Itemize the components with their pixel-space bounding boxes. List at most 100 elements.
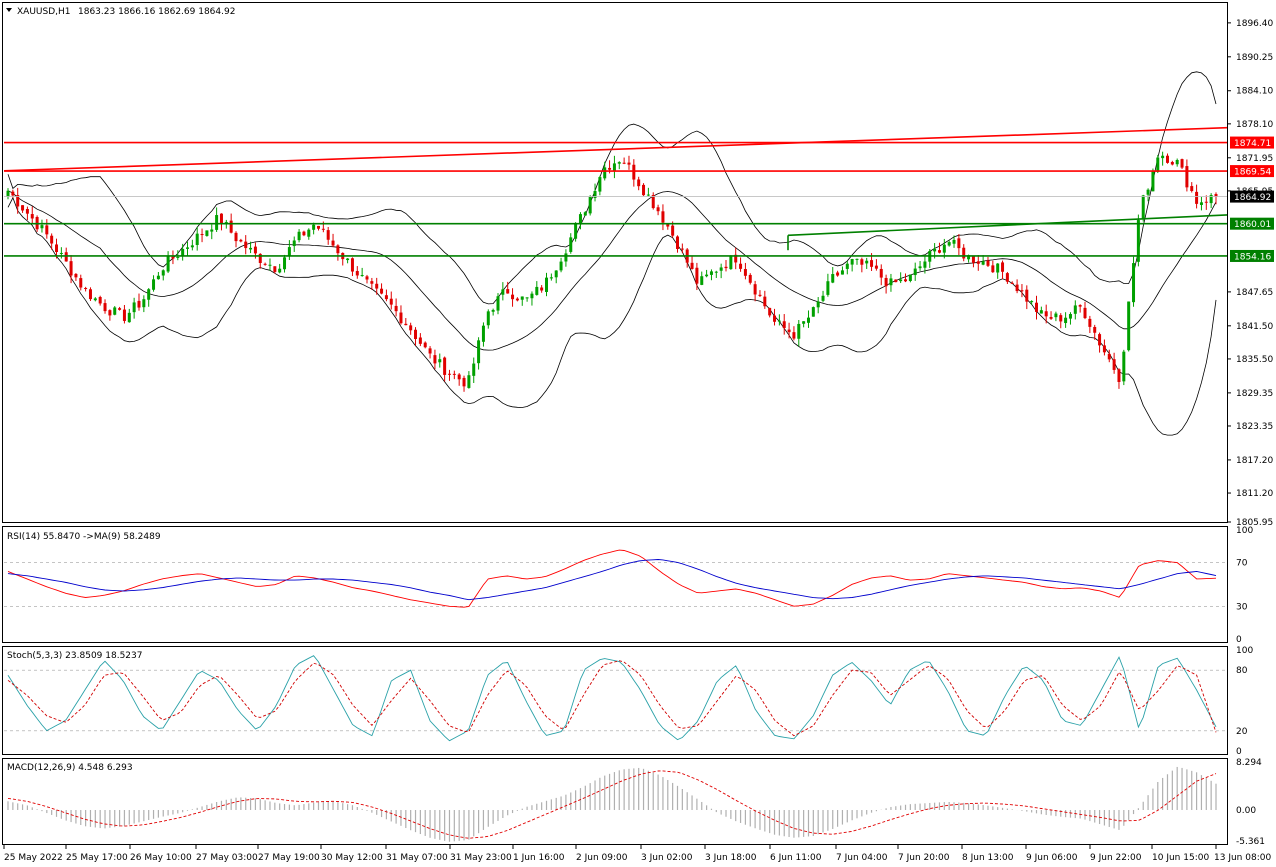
- candle-body: [452, 373, 456, 375]
- candle-body: [593, 191, 597, 198]
- candle-body: [574, 224, 578, 239]
- candle-body: [1054, 313, 1058, 318]
- candle-body: [598, 177, 602, 192]
- chart-header: XAUUSD,H1 1863.23 1866.16 1862.69 1864.9…: [6, 7, 235, 17]
- candle-body: [763, 296, 767, 307]
- candle-body: [506, 289, 510, 294]
- candle-body: [481, 325, 485, 342]
- candle-body: [457, 374, 461, 380]
- candle-body: [93, 298, 97, 301]
- candle-body: [671, 225, 675, 236]
- candle-body: [1030, 301, 1034, 303]
- candle-body: [627, 162, 631, 165]
- stoch-title: Stoch(5,3,3) 23.8509 18.5237: [7, 651, 142, 661]
- candle-body: [588, 196, 592, 214]
- time-tick-label: 8 Jun 13:00: [962, 853, 1014, 863]
- indicator-tick-label: 100: [1236, 526, 1253, 536]
- candle-body: [331, 240, 335, 246]
- price-tick-label: 1878.10: [1236, 120, 1273, 130]
- candle-body: [404, 323, 408, 326]
- candle-body: [6, 190, 10, 197]
- candle-body: [1136, 220, 1140, 262]
- candle-body: [229, 220, 233, 233]
- bollinger-middle-band: [7, 190, 1217, 351]
- resistance-trendline: [3, 126, 1228, 172]
- price-tag-label: 1864.92: [1234, 193, 1271, 203]
- candle-body: [642, 184, 646, 196]
- candle-body: [1088, 318, 1092, 327]
- time-tick-label: 1 Jun 16:00: [513, 853, 565, 863]
- candle-body: [1209, 195, 1213, 204]
- candle-body: [1005, 273, 1009, 282]
- dropdown-triangle-icon[interactable]: [6, 8, 12, 12]
- candle-body: [156, 275, 160, 280]
- candle-body: [336, 245, 340, 254]
- horizontal-levels[interactable]: [4, 141, 1227, 257]
- trendlines[interactable]: [3, 126, 1228, 251]
- candle-body: [714, 271, 718, 273]
- candle-body: [787, 329, 791, 333]
- candle-body: [127, 312, 131, 323]
- candle-body: [535, 286, 539, 295]
- time-tick-label: 2 Jun 09:00: [576, 853, 628, 863]
- candle-body: [1195, 191, 1199, 204]
- candle-body: [1199, 202, 1203, 205]
- candle-body: [132, 302, 136, 313]
- candle-body: [569, 237, 573, 252]
- candle-body: [855, 258, 859, 260]
- candle-body: [1132, 263, 1136, 303]
- candle-body: [467, 375, 471, 388]
- time-tick-label: 3 Jun 02:00: [641, 853, 693, 863]
- candle-body: [821, 295, 825, 301]
- candle-body: [283, 257, 287, 270]
- price-tag-box: [1230, 190, 1274, 203]
- candle-body: [923, 261, 927, 268]
- rsi-panel-frame: [2, 526, 1228, 643]
- indicator-tick-label: 30: [1236, 602, 1248, 612]
- candle-body: [496, 296, 500, 311]
- candle-body: [511, 294, 515, 300]
- candle-body: [69, 261, 73, 276]
- candle-body: [414, 329, 418, 340]
- indicator-tick-label: 0: [1236, 747, 1242, 757]
- candle-body: [147, 289, 151, 300]
- macd-signal-line: [7, 770, 1217, 839]
- price-tick-label: 1884.10: [1236, 87, 1273, 97]
- candle-body: [1078, 305, 1082, 307]
- candle-body: [1175, 159, 1179, 165]
- candle-body: [1185, 166, 1189, 188]
- candle-body: [709, 271, 713, 275]
- candle-body: [637, 179, 641, 187]
- candle-body: [443, 357, 447, 375]
- candle-body: [991, 265, 995, 273]
- candle-body: [181, 248, 185, 257]
- symbol-label: XAUUSD,H1: [17, 7, 71, 17]
- time-tick-label: 7 Jun 04:00: [836, 853, 888, 863]
- candle-body: [782, 321, 786, 329]
- indicator-tick-label: 80: [1236, 666, 1248, 676]
- candle-body: [25, 209, 29, 214]
- candle-body: [423, 342, 427, 348]
- candle-body: [1151, 170, 1155, 192]
- candle-body: [30, 214, 34, 219]
- candle-body: [11, 191, 15, 196]
- candle-body: [758, 294, 762, 296]
- candle-body: [350, 258, 354, 272]
- candle-body: [612, 163, 616, 172]
- rsi-title: RSI(14) 55.8470 ->MA(9) 58.2489: [7, 532, 161, 542]
- candle-body: [1156, 157, 1160, 172]
- candle-body: [98, 297, 102, 304]
- candle-body: [806, 317, 810, 323]
- stoch-panel: Stoch(5,3,3) 23.8509 18.5237 100 80 20 0: [4, 646, 1253, 757]
- candle-body: [302, 231, 306, 236]
- candle-body: [952, 239, 956, 244]
- candle-body: [355, 271, 359, 276]
- candle-body: [836, 272, 840, 276]
- candle-body: [1161, 155, 1165, 159]
- rsi-panel: RSI(14) 55.8470 ->MA(9) 58.2489 100 70 30 0: [4, 526, 1253, 645]
- candle-body: [1112, 359, 1116, 370]
- candle-body: [545, 277, 549, 292]
- time-axis: 25 May 2022 25 May 17:00 26 May 10:00 27 Ma…: [3, 845, 1271, 863]
- candle-body: [375, 283, 379, 289]
- candle-body: [205, 230, 209, 236]
